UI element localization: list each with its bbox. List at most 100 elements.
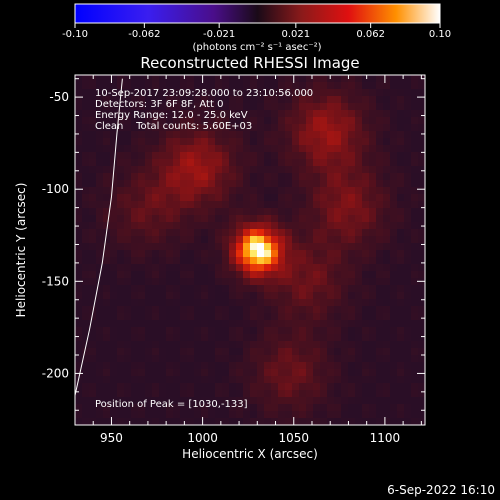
heatmap-cell [166, 327, 174, 335]
heatmap-cell [229, 152, 237, 160]
heatmap-cell [145, 264, 153, 272]
heatmap-cell [173, 390, 181, 398]
heatmap-cell [369, 341, 377, 349]
heatmap-cell [159, 236, 167, 244]
heatmap-cell [348, 82, 356, 90]
heatmap-cell [103, 271, 111, 279]
heatmap-cell [103, 82, 111, 90]
heatmap-cell [208, 397, 216, 405]
heatmap-cell [131, 362, 139, 370]
heatmap-cell [292, 285, 300, 293]
heatmap-cell [159, 152, 167, 160]
heatmap-cell [404, 383, 412, 391]
heatmap-cell [306, 131, 314, 139]
heatmap-cell [383, 264, 391, 272]
heatmap-cell [404, 327, 412, 335]
heatmap-cell [194, 362, 202, 370]
heatmap-cell [110, 313, 118, 321]
heatmap-cell [75, 89, 83, 97]
heatmap-cell [369, 159, 377, 167]
heatmap-cell [152, 131, 160, 139]
heatmap-cell [236, 320, 244, 328]
heatmap-cell [124, 376, 132, 384]
heatmap-cell [201, 383, 209, 391]
heatmap-cell [299, 152, 307, 160]
heatmap-cell [152, 411, 160, 419]
heatmap-cell [222, 355, 230, 363]
heatmap-cell [271, 152, 279, 160]
heatmap-cell [103, 75, 111, 83]
heatmap-cell [194, 341, 202, 349]
heatmap-cell [397, 271, 405, 279]
heatmap-cell [320, 173, 328, 181]
heatmap-cell [271, 215, 279, 223]
heatmap-cell [215, 243, 223, 251]
heatmap-cell [355, 341, 363, 349]
heatmap-cell [341, 89, 349, 97]
heatmap-cell [187, 411, 195, 419]
heatmap-cell [299, 404, 307, 412]
heatmap-cell [404, 236, 412, 244]
heatmap-cell [369, 397, 377, 405]
heatmap-cell [397, 411, 405, 419]
heatmap-cell [187, 278, 195, 286]
heatmap-cell [110, 89, 118, 97]
heatmap-cell [131, 292, 139, 300]
heatmap-cell [75, 96, 83, 104]
heatmap-cell [82, 320, 90, 328]
heatmap-cell [250, 278, 258, 286]
heatmap-cell [82, 75, 90, 83]
heatmap-cell [264, 236, 272, 244]
heatmap-cell [208, 208, 216, 216]
heatmap-cell [292, 411, 300, 419]
heatmap-cell [383, 173, 391, 181]
heatmap-cell [236, 110, 244, 118]
heatmap-cell [117, 243, 125, 251]
heatmap-cell [138, 334, 146, 342]
heatmap-cell [159, 131, 167, 139]
heatmap-cell [201, 285, 209, 293]
heatmap-cell [411, 404, 419, 412]
heatmap-cell [404, 194, 412, 202]
heatmap-cell [243, 285, 251, 293]
heatmap-cell [117, 418, 125, 425]
heatmap-cell [103, 103, 111, 111]
heatmap-cell [173, 278, 181, 286]
heatmap-cell [103, 110, 111, 118]
heatmap-cell [390, 145, 398, 153]
heatmap-cell [89, 138, 97, 146]
heatmap-cell [390, 418, 398, 425]
heatmap-cell [124, 229, 132, 237]
heatmap-cell [89, 166, 97, 174]
heatmap-cell [173, 166, 181, 174]
heatmap-cell [152, 341, 160, 349]
heatmap-cell [362, 236, 370, 244]
heatmap-cell [222, 159, 230, 167]
heatmap-cell [208, 173, 216, 181]
heatmap-cell [285, 418, 293, 425]
heatmap-cell [96, 369, 104, 377]
heatmap-cell [278, 145, 286, 153]
annotation-time: 10-Sep-2017 23:09:28.000 to 23:10:56.000 [95, 88, 313, 99]
heatmap-cell [187, 418, 195, 425]
heatmap-cell [229, 180, 237, 188]
heatmap-cell [173, 208, 181, 216]
heatmap-cell [187, 208, 195, 216]
heatmap-cell [327, 250, 335, 258]
heatmap-cell [75, 208, 83, 216]
heatmap-cell [173, 187, 181, 195]
heatmap-cell [180, 145, 188, 153]
heatmap-cell [411, 166, 419, 174]
heatmap-cell [348, 117, 356, 125]
heatmap-cell [236, 313, 244, 321]
heatmap-cell [390, 334, 398, 342]
heatmap-cell [138, 271, 146, 279]
heatmap-cell [187, 362, 195, 370]
heatmap-cell [362, 187, 370, 195]
heatmap-cell [243, 299, 251, 307]
heatmap-cell [194, 327, 202, 335]
heatmap-cell [271, 124, 279, 132]
heatmap-cell [215, 257, 223, 265]
heatmap-cell [82, 404, 90, 412]
heatmap-cell [376, 306, 384, 314]
